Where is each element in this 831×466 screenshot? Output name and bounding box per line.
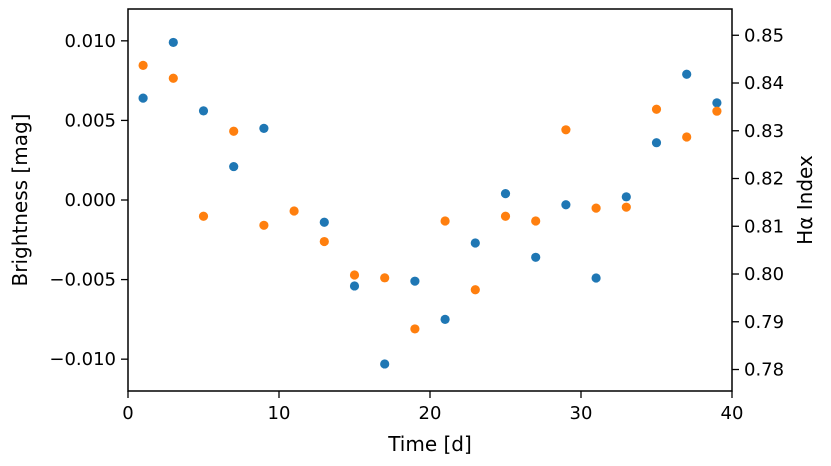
halpha-point bbox=[168, 73, 178, 83]
halpha-point bbox=[561, 125, 571, 135]
brightness-point bbox=[500, 189, 511, 199]
x-axis: 0 10 20 30 40 bbox=[122, 391, 743, 424]
halpha-point bbox=[229, 126, 239, 136]
halpha-point bbox=[531, 216, 541, 226]
halpha-point bbox=[410, 324, 420, 334]
right-y-tick-label: 0.79 bbox=[744, 312, 784, 333]
left-y-axis: −0.010 −0.005 0.000 0.005 0.010 bbox=[49, 31, 128, 370]
left-y-tick-label: −0.010 bbox=[49, 349, 116, 370]
right-y-axis-title: Hα Index bbox=[793, 155, 817, 245]
right-y-tick-label: 0.83 bbox=[744, 121, 784, 142]
left-y-tick-label: 0.010 bbox=[64, 31, 116, 52]
halpha-point bbox=[319, 236, 329, 247]
x-tick-label: 30 bbox=[570, 403, 593, 424]
brightness-point bbox=[138, 93, 148, 103]
halpha-point bbox=[349, 270, 360, 280]
right-y-tick-label: 0.85 bbox=[744, 25, 784, 46]
halpha-point bbox=[259, 220, 269, 230]
brightness-point bbox=[168, 37, 178, 48]
halpha-point bbox=[500, 211, 511, 221]
brightness-point bbox=[410, 276, 420, 286]
halpha-point bbox=[621, 202, 631, 212]
brightness-point bbox=[440, 314, 450, 324]
brightness-point bbox=[591, 273, 601, 283]
brightness-point bbox=[319, 217, 329, 227]
scatter-markers bbox=[138, 37, 722, 369]
x-tick-label: 20 bbox=[419, 403, 442, 424]
brightness-point bbox=[682, 69, 692, 79]
x-tick-label: 40 bbox=[721, 403, 744, 424]
brightness-point bbox=[531, 252, 541, 262]
brightness-point bbox=[651, 138, 662, 148]
halpha-point bbox=[380, 273, 390, 283]
halpha-point bbox=[138, 60, 148, 70]
brightness-point bbox=[621, 192, 631, 202]
halpha-point bbox=[470, 285, 480, 295]
x-tick-label: 0 bbox=[122, 403, 133, 424]
left-y-axis-title: Brightness [mag] bbox=[8, 114, 32, 287]
halpha-point bbox=[440, 216, 450, 226]
right-y-tick-label: 0.81 bbox=[744, 216, 784, 237]
halpha-point bbox=[591, 203, 601, 213]
halpha-point bbox=[198, 211, 209, 221]
brightness-point bbox=[349, 281, 360, 291]
right-y-axis: 0.78 0.79 0.80 0.81 0.82 0.83 0.84 0.85 bbox=[732, 25, 784, 381]
halpha-point bbox=[682, 132, 692, 142]
halpha-point bbox=[712, 106, 722, 116]
brightness-point bbox=[198, 106, 209, 116]
brightness-point bbox=[712, 98, 722, 108]
brightness-point bbox=[259, 123, 269, 133]
right-y-tick-label: 0.82 bbox=[744, 169, 784, 190]
halpha-point bbox=[289, 206, 299, 216]
brightness-point bbox=[561, 200, 571, 210]
left-y-tick-label: 0.000 bbox=[64, 190, 116, 211]
right-y-tick-label: 0.80 bbox=[744, 264, 784, 285]
right-y-tick-label: 0.84 bbox=[744, 73, 784, 94]
brightness-point bbox=[380, 359, 390, 369]
plot-frame bbox=[127, 8, 733, 392]
left-y-tick-label: 0.005 bbox=[64, 110, 116, 131]
left-y-tick-label: −0.005 bbox=[49, 270, 116, 291]
brightness-point bbox=[470, 238, 480, 248]
x-axis-title: Time [d] bbox=[387, 432, 472, 456]
x-tick-label: 10 bbox=[268, 403, 291, 424]
brightness-point bbox=[229, 161, 239, 172]
right-y-tick-label: 0.78 bbox=[744, 360, 784, 381]
halpha-point bbox=[651, 104, 662, 114]
